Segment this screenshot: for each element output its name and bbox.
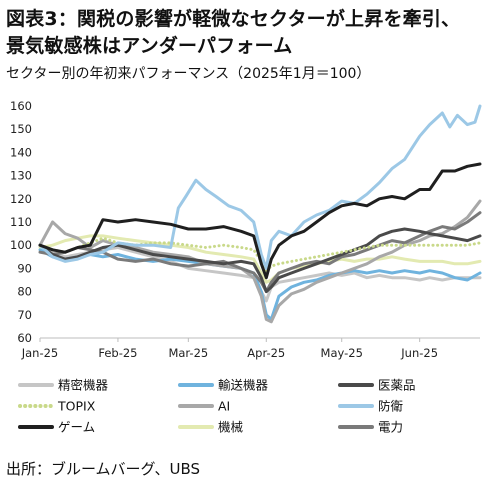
chart-subtitle: セクター別の年初来パフォーマンス（2025年1月＝100） [6,66,371,82]
x-tick-label: Apr-25 [247,346,285,360]
y-tick-label: 90 [17,261,32,275]
x-tick-label: May-25 [321,346,363,360]
series-line [38,236,482,273]
y-tick-label: 70 [17,308,32,322]
legend-label: 電力 [378,420,403,435]
legend-label: 精密機器 [58,378,109,393]
series-line [38,162,482,280]
y-tick-label: 110 [10,215,32,229]
legend-label: TOPIX [57,399,96,414]
y-tick-label: 80 [17,285,32,299]
legend-label: 防衛 [378,399,404,414]
legend-label: 機械 [218,420,244,435]
series-line [38,199,482,324]
figure-title: 図表3：関税の影響が軽微なセクターが上昇を牽引、 景気敏感株はアンダーパフォーム [6,6,460,60]
legend-label: 輸送機器 [218,378,269,393]
y-tick-label: 60 [17,331,32,345]
legend-label: AI [218,399,230,414]
y-tick-label: 100 [10,238,32,252]
y-tick-label: 120 [10,192,32,206]
source-note: 出所：ブルームバーグ、UBS [6,460,201,478]
x-tick-label: Feb-25 [98,346,137,360]
y-tick-label: 130 [10,169,32,183]
series-line [38,211,482,294]
x-tick-label: Mar-25 [168,346,208,360]
title-line-1: 図表3：関税の影響が軽微なセクターが上昇を牽引、 [6,8,461,30]
series-line [38,104,482,270]
x-tick-label: Jan-25 [21,346,59,360]
series-layer [38,104,482,324]
x-tick-label: Jun-25 [400,346,438,360]
y-tick-label: 150 [10,122,32,136]
y-tick-label: 160 [10,99,32,113]
y-tick-label: 140 [10,145,32,159]
legend-label: 医薬品 [378,378,416,393]
title-line-2: 景気敏感株はアンダーパフォーム [6,35,293,57]
x-axis: Jan-25 Feb-25 Mar-25 Apr-25 May-25 Jun-25 [21,338,438,360]
legend-label: ゲーム [58,420,95,435]
y-axis: 60 70 80 90 100 110 120 130 140 150 160 [10,99,32,345]
